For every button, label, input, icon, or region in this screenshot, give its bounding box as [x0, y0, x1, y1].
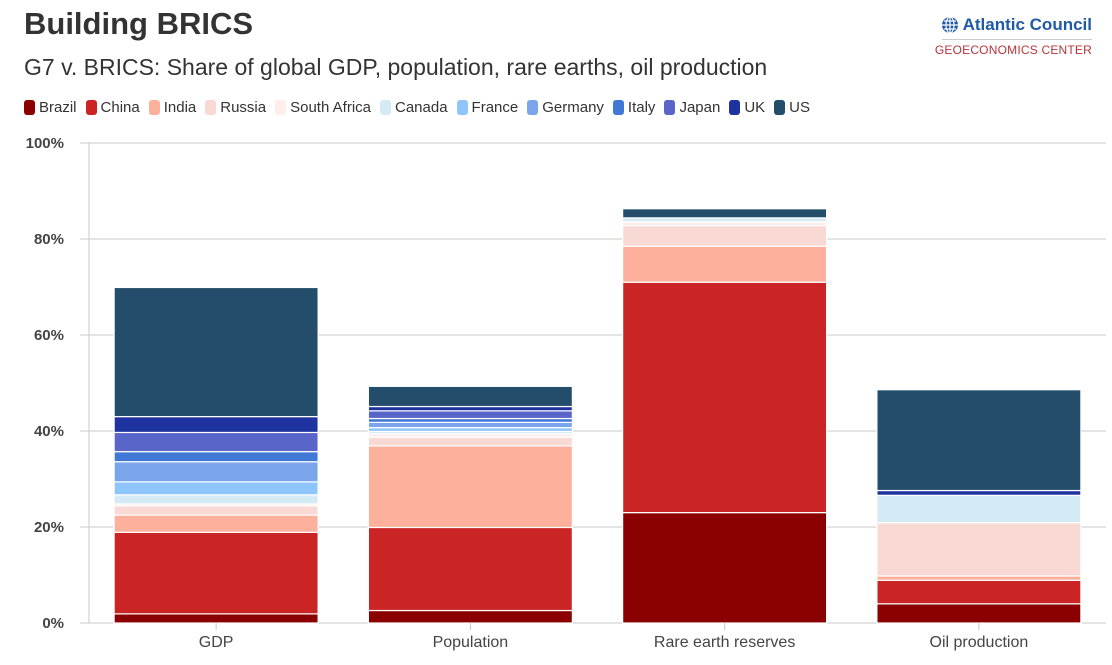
- legend-swatch: [527, 100, 539, 115]
- bar-segment-gdp-us[interactable]: [113, 286, 319, 418]
- legend-item-italy[interactable]: Italy: [612, 99, 656, 116]
- bar-segment-gdp-china[interactable]: [113, 531, 319, 615]
- legend-swatch: [24, 100, 35, 115]
- bar-segment-oil-production-brazil[interactable]: [876, 603, 1082, 624]
- y-tick-label: 0%: [42, 615, 64, 632]
- legend-item-china[interactable]: China: [85, 99, 140, 116]
- legend-item-russia[interactable]: Russia: [205, 99, 266, 116]
- y-tick-label: 60%: [34, 327, 64, 344]
- legend-swatch: [380, 100, 391, 115]
- y-tick-label: 100%: [26, 135, 64, 152]
- bar-segment-population-uk[interactable]: [367, 405, 573, 412]
- legend-item-japan[interactable]: Japan: [664, 99, 720, 116]
- legend-label: France: [471, 99, 519, 116]
- legend-item-brazil[interactable]: Brazil: [24, 99, 77, 116]
- legend-swatch: [664, 100, 676, 115]
- legend-label: South Africa: [290, 99, 371, 116]
- y-tick-label: 40%: [34, 423, 64, 440]
- bar-segment-population-brazil[interactable]: [367, 609, 573, 624]
- bar-segment-rare-earth-reserves-brazil[interactable]: [622, 511, 828, 624]
- legend-swatch: [612, 100, 624, 115]
- bar-segment-population-japan[interactable]: [367, 410, 573, 420]
- bar-segment-population-germany[interactable]: [367, 421, 573, 429]
- legend-label: Italy: [627, 99, 656, 116]
- globe-icon: [941, 16, 958, 34]
- bar-segment-oil-production-china[interactable]: [876, 579, 1082, 605]
- bar-segment-gdp-uk[interactable]: [113, 416, 319, 434]
- legend-label: Brazil: [39, 99, 77, 116]
- bar-segment-oil-production-canada[interactable]: [876, 494, 1082, 524]
- legend-swatch: [729, 100, 741, 115]
- bar-segment-oil-production-us[interactable]: [876, 389, 1082, 492]
- x-tick-label: GDP: [199, 634, 234, 651]
- bar-segment-rare-earth-reserves-india[interactable]: [622, 245, 828, 283]
- bar-segment-population-russia[interactable]: [367, 436, 573, 447]
- x-tick-label: Rare earth reserves: [654, 634, 795, 651]
- legend-item-south-africa[interactable]: South Africa: [275, 99, 371, 116]
- bar-segment-population-us[interactable]: [367, 385, 573, 408]
- bar-segment-gdp-russia[interactable]: [113, 505, 319, 516]
- logo-subtitle: GEOECONOMICS CENTER: [934, 43, 1092, 57]
- chart-subtitle: G7 v. BRICS: Share of global GDP, popula…: [24, 54, 768, 80]
- legend-item-france[interactable]: France: [456, 99, 519, 116]
- logo-divider: [942, 39, 1092, 40]
- legend-item-germany[interactable]: Germany: [527, 99, 604, 116]
- atlantic-council-logo: Atlantic Council GEOECONOMICS CENTER: [922, 15, 1092, 57]
- legend-swatch: [205, 100, 217, 115]
- legend-label: China: [100, 99, 140, 116]
- legend-label: Japan: [679, 99, 721, 116]
- bar-segment-gdp-france[interactable]: [113, 481, 319, 496]
- x-tick-label: Oil production: [930, 634, 1029, 651]
- bar-segment-gdp-brazil[interactable]: [113, 613, 319, 624]
- legend-label: UK: [744, 99, 766, 116]
- bar-segment-rare-earth-reserves-china[interactable]: [622, 281, 828, 514]
- legend-item-india[interactable]: India: [148, 99, 197, 116]
- bar-segment-oil-production-india[interactable]: [876, 575, 1082, 581]
- bar-segment-rare-earth-reserves-russia[interactable]: [622, 224, 828, 247]
- legend-label: US: [789, 99, 810, 116]
- bar-segment-gdp-canada[interactable]: [113, 494, 319, 505]
- legend-swatch: [774, 100, 786, 115]
- x-tick-label: Population: [433, 634, 509, 651]
- legend-item-uk[interactable]: UK: [729, 99, 765, 116]
- legend-swatch: [148, 100, 160, 115]
- bar-segment-gdp-japan[interactable]: [113, 431, 319, 453]
- bar-segment-gdp-germany[interactable]: [113, 461, 319, 483]
- legend-swatch: [275, 100, 287, 115]
- legend-item-canada[interactable]: Canada: [380, 99, 448, 116]
- legend: Brazil China India Russia South Africa Canada…: [24, 99, 810, 116]
- bar-segment-population-china[interactable]: [367, 526, 573, 612]
- chart-title: Building BRICS: [24, 6, 254, 41]
- bar-segment-oil-production-russia[interactable]: [876, 522, 1082, 577]
- y-tick-label: 20%: [34, 519, 64, 536]
- logo-name: Atlantic Council: [962, 15, 1092, 34]
- legend-label: India: [163, 99, 197, 116]
- bar-segment-rare-earth-reserves-us[interactable]: [622, 208, 828, 219]
- legend-label: Canada: [395, 99, 448, 116]
- y-tick-label: 80%: [34, 231, 64, 248]
- bar-segment-population-india[interactable]: [367, 445, 573, 529]
- legend-label: Russia: [220, 99, 267, 116]
- legend-item-us[interactable]: US: [774, 99, 810, 116]
- legend-label: Germany: [542, 99, 604, 116]
- bar-segment-oil-production-uk[interactable]: [876, 489, 1082, 496]
- bar-segment-gdp-italy[interactable]: [113, 451, 319, 463]
- legend-swatch: [456, 100, 468, 115]
- legend-swatch: [85, 100, 97, 115]
- bar-segment-gdp-india[interactable]: [113, 514, 319, 533]
